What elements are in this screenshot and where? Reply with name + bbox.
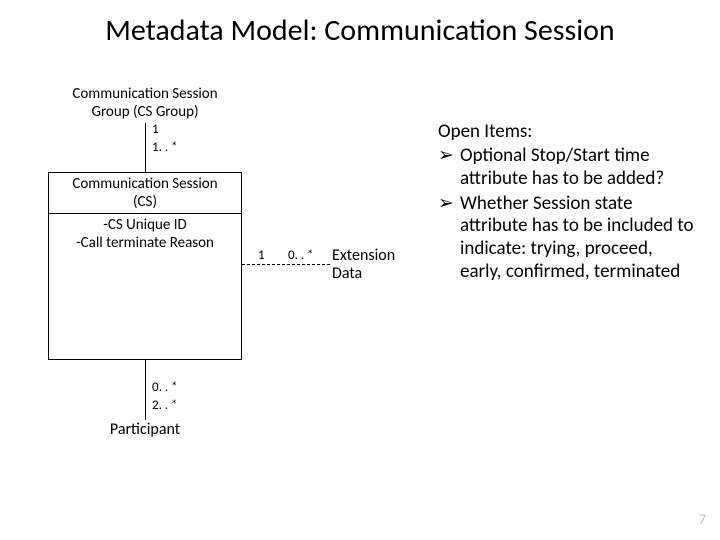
mult-ext-right: 0. . *: [288, 248, 314, 263]
mult-group-bottom: 1. . *: [152, 140, 178, 155]
extension-data-label: Extension Data: [332, 247, 395, 284]
ext-line1: Extension: [332, 247, 395, 265]
edge-group-to-cs: [145, 123, 146, 172]
ext-line2: Data: [332, 265, 395, 283]
open-items: Open Items: Optional Stop/Start time att…: [438, 120, 698, 286]
cs-group-line2: Group (CS Group): [58, 103, 232, 121]
open-items-list: Optional Stop/Start time attribute has t…: [438, 145, 698, 284]
cs-header-line1: Communication Session: [49, 175, 241, 193]
edge-cs-to-participant: [145, 360, 146, 420]
mult-part-bottom: 2. . *: [152, 398, 178, 413]
mult-group-1: 1: [152, 122, 159, 137]
cs-header-line2: (CS): [49, 193, 241, 211]
open-item-2: Whether Session state attribute has to b…: [438, 193, 698, 284]
cs-attr1: -CS Unique ID: [49, 216, 241, 234]
cs-group-line1: Communication Session: [58, 85, 232, 103]
cs-attr2: -Call terminate Reason: [49, 234, 241, 252]
slide-title: Metadata Model: Communication Session: [0, 12, 720, 49]
cs-group-box: Communication Session Group (CS Group): [58, 85, 232, 121]
mult-part-top: 0. . *: [152, 380, 178, 395]
cs-attrs: -CS Unique ID -Call terminate Reason: [49, 214, 241, 252]
cs-box: Communication Session (CS) -CS Unique ID…: [48, 172, 242, 360]
page-number: 7: [699, 511, 706, 528]
participant-label: Participant: [100, 420, 190, 439]
cs-header: Communication Session (CS): [49, 173, 241, 214]
open-item-1: Optional Stop/Start time attribute has t…: [438, 145, 698, 191]
mult-ext-left: 1: [258, 248, 265, 263]
open-items-header: Open Items:: [438, 120, 698, 143]
edge-cs-to-ext: [242, 264, 330, 265]
